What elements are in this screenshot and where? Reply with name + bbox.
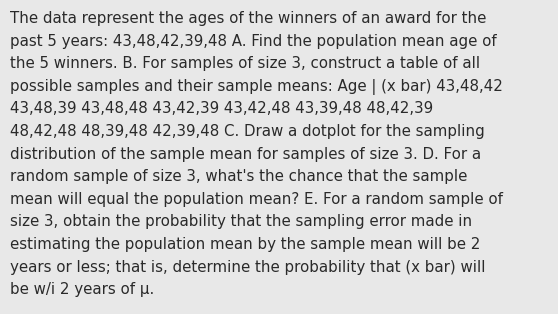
Text: 48,42,48 48,39,48 42,39,48 C. Draw a dotplot for the sampling: 48,42,48 48,39,48 42,39,48 C. Draw a dot… [10,124,485,139]
Text: years or less; that is, determine the probability that (x bar) will: years or less; that is, determine the pr… [10,260,485,275]
Text: the 5 winners. B. For samples of size 3, construct a table of all: the 5 winners. B. For samples of size 3,… [10,56,480,71]
Text: The data represent the ages of the winners of an award for the: The data represent the ages of the winne… [10,11,487,26]
Text: size 3, obtain the probability that the sampling error made in: size 3, obtain the probability that the … [10,214,472,230]
Text: mean will equal the population mean? E. For a random sample of: mean will equal the population mean? E. … [10,192,503,207]
Text: distribution of the sample mean for samples of size 3. D. For a: distribution of the sample mean for samp… [10,147,481,162]
Text: random sample of size 3, what's the chance that the sample: random sample of size 3, what's the chan… [10,169,468,184]
Text: past 5 years: 43,48,42,39,48 A. Find the population mean age of: past 5 years: 43,48,42,39,48 A. Find the… [10,34,497,49]
Text: possible samples and their sample means: Age | (x bar) 43,48,42: possible samples and their sample means:… [10,79,503,95]
Text: be w/i 2 years of μ.: be w/i 2 years of μ. [10,282,155,297]
Text: estimating the population mean by the sample mean will be 2: estimating the population mean by the sa… [10,237,480,252]
Text: 43,48,39 43,48,48 43,42,39 43,42,48 43,39,48 48,42,39: 43,48,39 43,48,48 43,42,39 43,42,48 43,3… [10,101,433,116]
